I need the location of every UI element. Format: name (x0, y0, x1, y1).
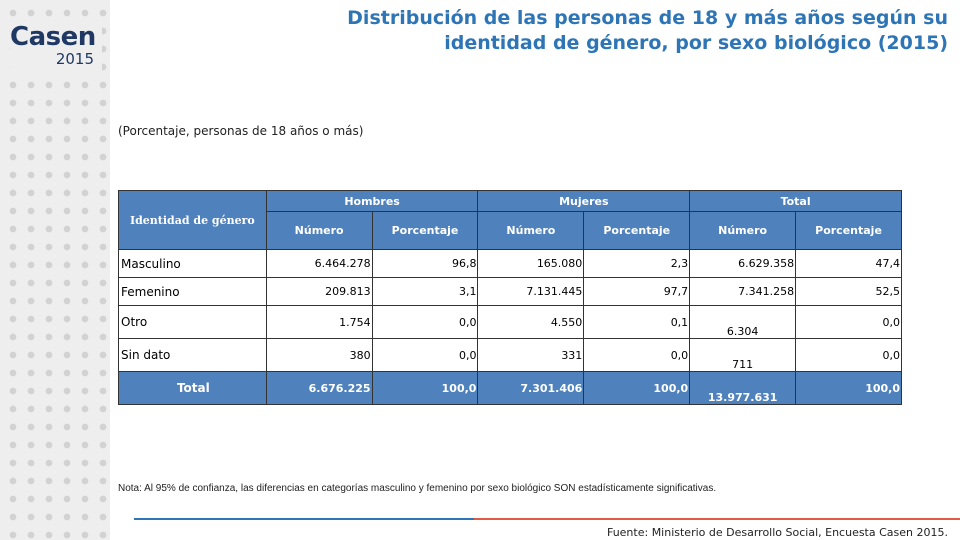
cell-value: 6.676.225 (265, 371, 373, 405)
subheader-row: Número Porcentaje Número Porcentaje Núme… (119, 211, 902, 250)
dotted-sidebar: Casen 2015 (0, 0, 110, 540)
cell-value: 331 (477, 338, 585, 372)
cell-value: 209.813 (265, 277, 373, 306)
cell-value: 13.977.631 (689, 371, 797, 405)
subheader: Porcentaje (795, 211, 902, 250)
source-text: Fuente: Ministerio de Desarrollo Social,… (606, 526, 948, 539)
cell-value: 100,0 (371, 371, 479, 405)
cell-value: 52,5 (795, 277, 902, 306)
subheader: Porcentaje (371, 211, 479, 250)
group-header-mujeres: Mujeres (477, 190, 691, 212)
subheader: Número (689, 211, 797, 250)
subheader: Porcentaje (583, 211, 691, 250)
gender-identity-table: Identidad de género Hombres Mujeres Tota… (118, 190, 902, 405)
cell-value: 7.341.258 (689, 277, 797, 306)
footer-rule-blue (134, 518, 474, 520)
cell-value: 0,0 (795, 338, 902, 372)
cell-value: 165.080 (477, 249, 585, 278)
footnote: Nota: Al 95% de confianza, las diferenci… (118, 483, 717, 494)
group-header-total: Total (689, 190, 902, 212)
cell-value: 380 (265, 338, 373, 372)
cell-value: 97,7 (583, 277, 691, 306)
cell-value: 6.464.278 (265, 249, 373, 278)
cell-value: 0,0 (371, 305, 479, 339)
cell-value: 711 (689, 338, 797, 372)
row-label: Sin dato (118, 338, 267, 372)
cell-value: 0,0 (371, 338, 479, 372)
cell-value: 0,0 (583, 338, 691, 372)
cell-value: 6.304 (689, 305, 797, 339)
row-label: Otro (118, 305, 267, 339)
cell-value: 96,8 (371, 249, 479, 278)
table-row: Femenino 209.813 3,1 7.131.445 97,7 7.34… (118, 277, 902, 306)
cell-value: 7.131.445 (477, 277, 585, 306)
group-header-row: Identidad de género Hombres Mujeres Tota… (118, 190, 902, 250)
casen-logo: Casen 2015 (10, 22, 102, 72)
cell-value: 100,0 (583, 371, 691, 405)
cell-value: 7.301.406 (477, 371, 585, 405)
subheader: Número (265, 211, 373, 250)
row-label: Total (118, 371, 267, 405)
slide-title: Distribución de las personas de 18 y más… (347, 7, 948, 54)
table-row: Otro 1.754 0,0 4.550 0,1 6.304 0,0 (118, 305, 902, 339)
logo-year: 2015 (55, 50, 94, 68)
row-label: Femenino (118, 277, 267, 306)
cell-value: 4.550 (477, 305, 585, 339)
table-row: Sin dato 380 0,0 331 0,0 711 0,0 (118, 338, 902, 372)
cell-value: 6.629.358 (689, 249, 797, 278)
slide-subtitle: (Porcentaje, personas de 18 años o más) (118, 124, 364, 138)
total-row: Total 6.676.225 100,0 7.301.406 100,0 13… (118, 371, 902, 405)
row-label: Masculino (118, 249, 267, 278)
cell-value: 0,0 (795, 305, 902, 339)
cell-value: 100,0 (795, 371, 902, 405)
group-header-hombres: Hombres (265, 190, 479, 212)
cell-value: 3,1 (371, 277, 479, 306)
logo-word: Casen (10, 22, 96, 52)
cell-value: 1.754 (265, 305, 373, 339)
cell-value: 47,4 (795, 249, 902, 278)
identity-header: Identidad de género (118, 190, 267, 250)
cell-value: 0,1 (583, 305, 691, 339)
cell-value: 2,3 (583, 249, 691, 278)
footer-rule-red (474, 518, 960, 520)
subheader: Número (477, 211, 585, 250)
table-row: Masculino 6.464.278 96,8 165.080 2,3 6.6… (118, 249, 902, 278)
